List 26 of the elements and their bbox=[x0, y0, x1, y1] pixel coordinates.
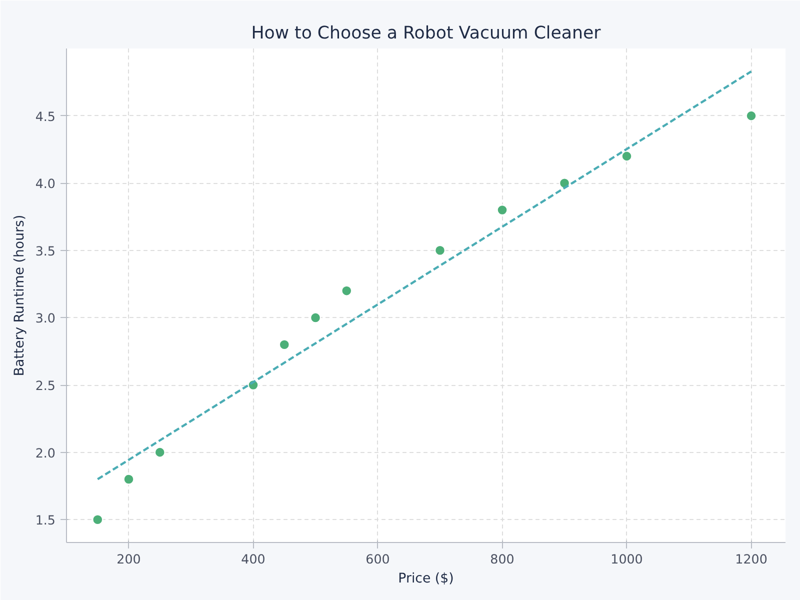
y-tick-label: 3.0 bbox=[35, 310, 56, 326]
x-tick-label: 1000 bbox=[610, 552, 643, 566]
y-tick-label: 2.5 bbox=[35, 378, 56, 394]
x-axis-title: Price ($) bbox=[398, 572, 454, 586]
point bbox=[746, 110, 757, 122]
point bbox=[154, 446, 166, 458]
x-tick-label: 400 bbox=[241, 552, 266, 566]
x-tick-label: 200 bbox=[116, 552, 141, 566]
point bbox=[496, 204, 508, 216]
point bbox=[621, 150, 632, 162]
point bbox=[92, 514, 104, 526]
point bbox=[310, 312, 322, 324]
x-tick-label: 800 bbox=[490, 552, 514, 566]
y-tick-label: 4.0 bbox=[35, 176, 56, 192]
y-axis-title: Battery Runtime (hours) bbox=[12, 214, 28, 376]
x-tick-label: 600 bbox=[366, 552, 390, 566]
y-tick-label: 1.5 bbox=[35, 512, 56, 528]
y-tick-label: 2.0 bbox=[35, 445, 56, 460]
point bbox=[123, 474, 134, 485]
y-tick-label: 3.5 bbox=[35, 243, 56, 258]
point bbox=[278, 339, 290, 350]
y-tick-label: 4.5 bbox=[35, 108, 56, 124]
point bbox=[434, 244, 446, 256]
x-tick-label: 1200 bbox=[735, 552, 768, 566]
chart-title: How to Choose a Robot Vacuum Cleaner bbox=[251, 24, 602, 44]
point bbox=[341, 285, 352, 296]
